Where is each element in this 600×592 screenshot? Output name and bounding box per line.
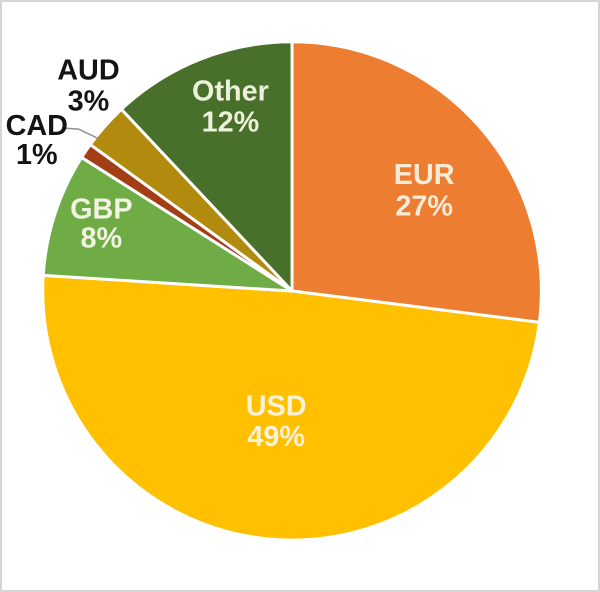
leader-line-cad <box>63 127 98 139</box>
pie-label-aud-value: 3% <box>68 85 110 117</box>
pie-label-eur-value: 27% <box>395 191 453 223</box>
pie-slice-eur <box>290 40 543 324</box>
pie-slice-usd <box>41 273 541 542</box>
pie-label-cad-value: 1% <box>16 139 58 171</box>
pie-label-usd-name: USD <box>246 390 307 422</box>
pie-label-other-value: 12% <box>202 106 260 138</box>
pie-slice-gbp <box>41 155 294 293</box>
pie-label-aud-name: AUD <box>57 55 119 87</box>
pie-label-gbp-value: 8% <box>81 222 123 254</box>
pie-label-usd-value: 49% <box>247 421 305 453</box>
pie-label-gbp-name: GBP <box>70 194 132 226</box>
pie-label-other-name: Other <box>192 75 269 107</box>
pie-slice-other <box>119 40 294 293</box>
pie-label-cad-name: CAD <box>6 110 68 142</box>
pie-label-eur-name: EUR <box>394 159 455 191</box>
